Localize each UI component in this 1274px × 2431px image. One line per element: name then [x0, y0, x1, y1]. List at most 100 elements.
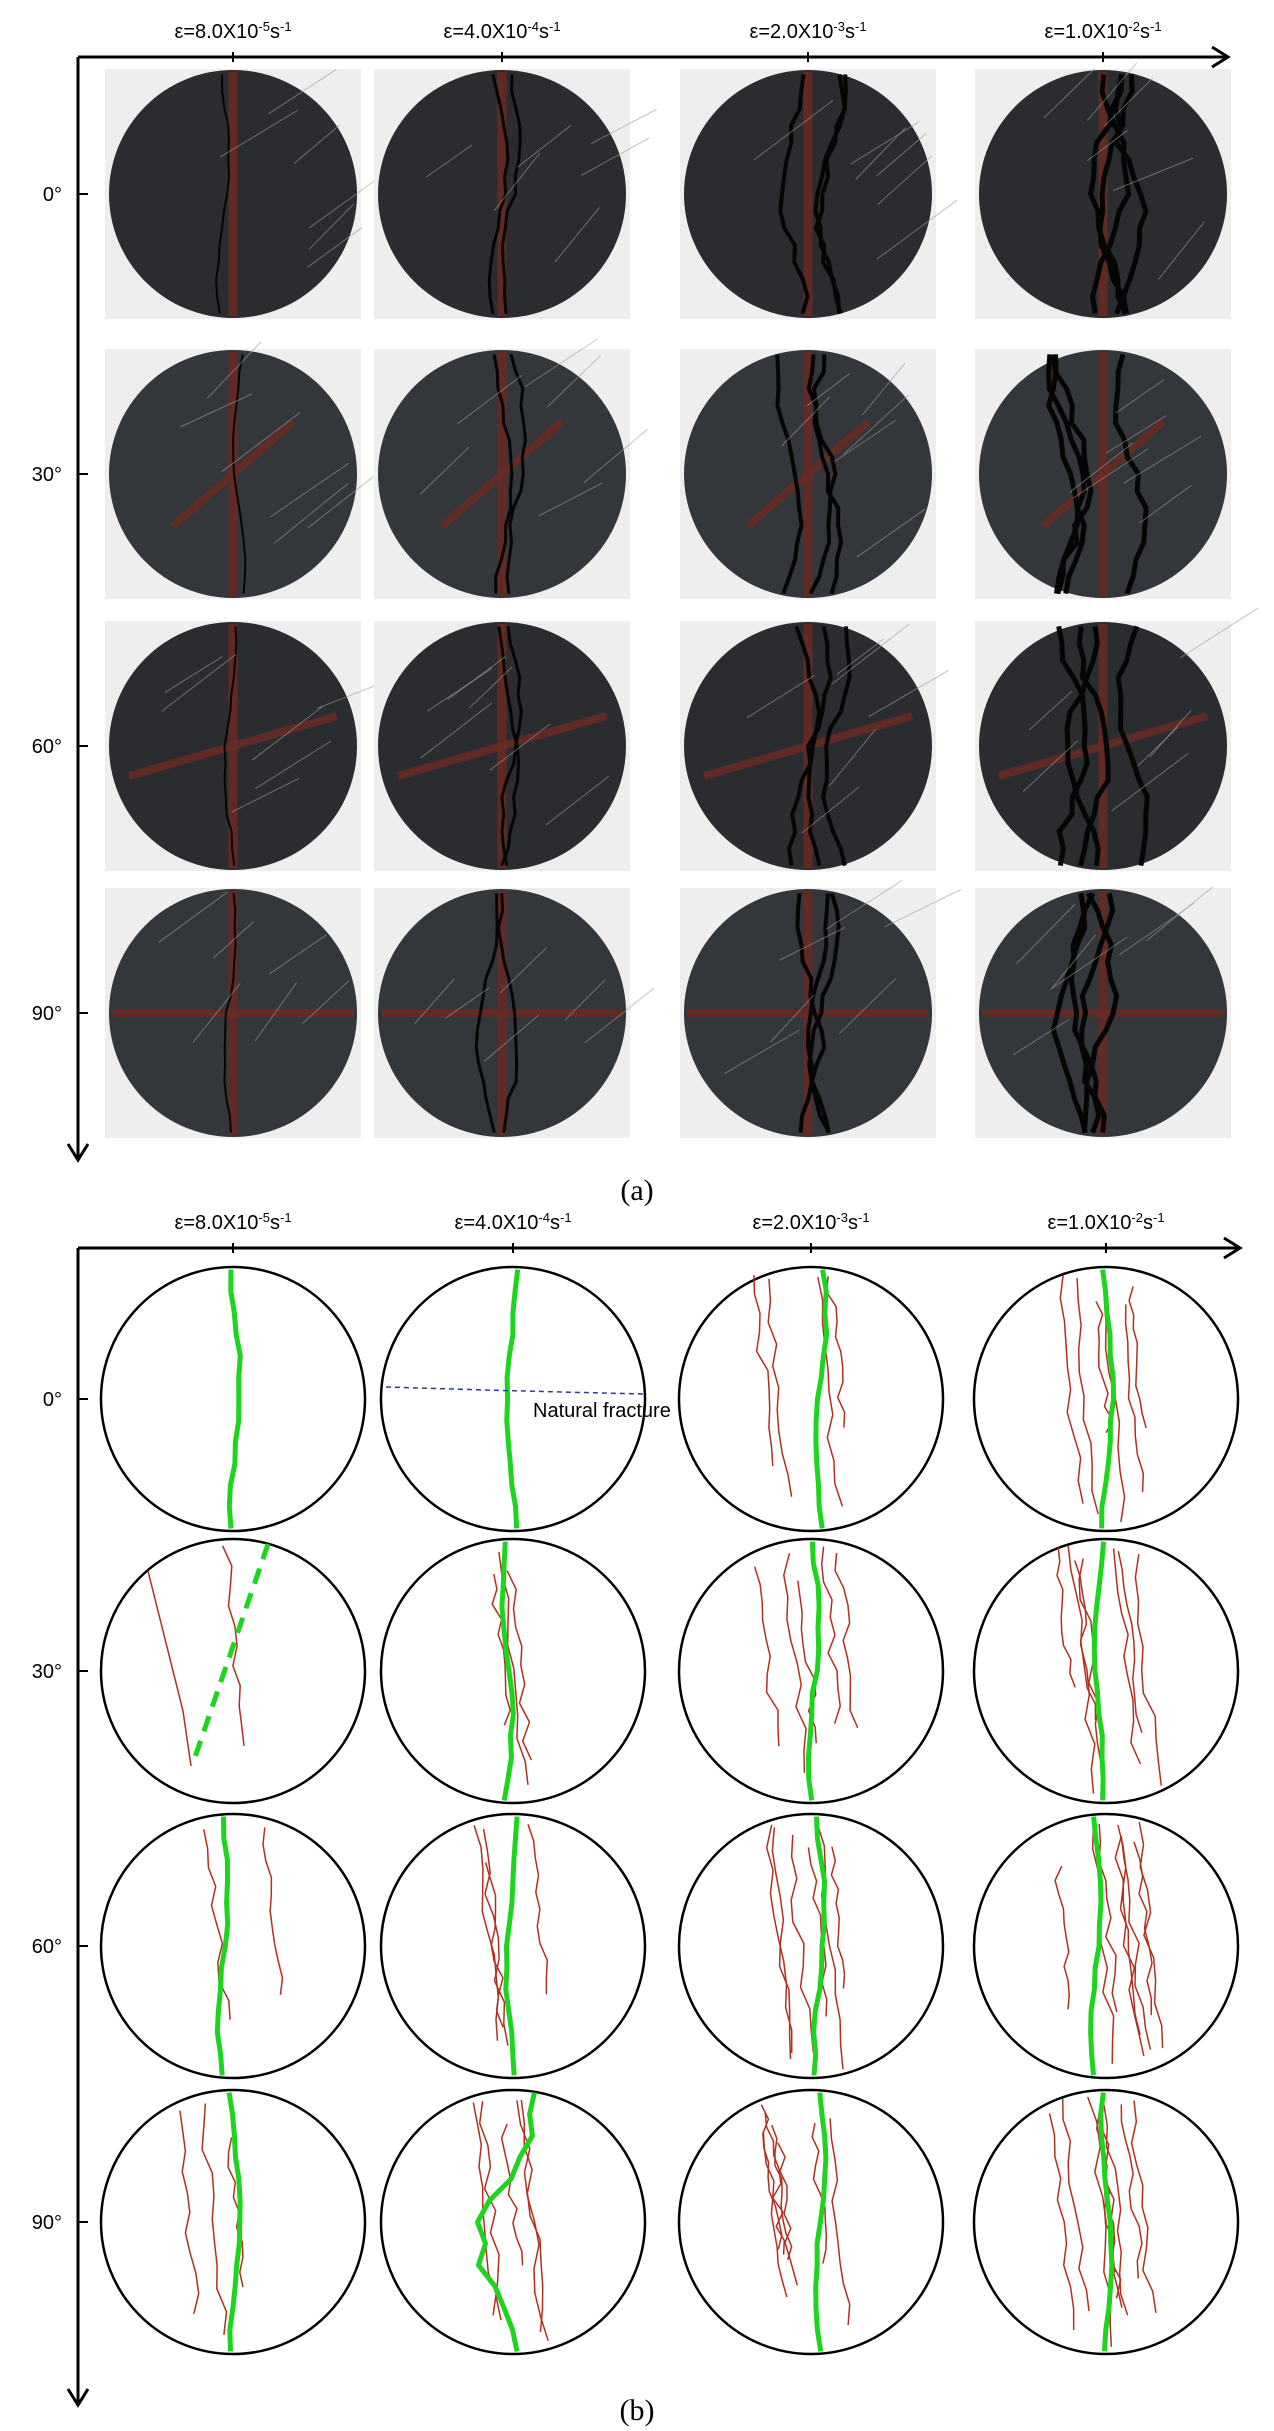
scratch	[545, 775, 610, 826]
secondary-crack	[783, 1553, 807, 1773]
scratch	[499, 947, 547, 994]
scratch	[1111, 752, 1189, 812]
header-unit: s	[550, 1212, 560, 1234]
secondary-crack	[1095, 1301, 1114, 1434]
scratch	[1043, 68, 1095, 119]
header-base: ε=8.0X10	[174, 1212, 258, 1234]
scratch	[427, 667, 493, 712]
header-exponent: -2	[1128, 19, 1140, 34]
scratch	[1139, 484, 1192, 524]
specimen-outline	[99, 1812, 367, 2080]
scratch	[221, 412, 301, 473]
row-label: 90°	[32, 2212, 62, 2234]
crack	[1056, 625, 1090, 867]
scratch	[746, 674, 815, 719]
header-exponent: -4	[527, 19, 539, 34]
secondary-crack	[1054, 1865, 1070, 2010]
header-base: ε=8.0X10	[174, 21, 258, 43]
column-header: ε=8.0X10-5s-1	[174, 1210, 291, 1235]
main-crack	[226, 2092, 243, 2352]
scratch	[779, 926, 846, 961]
scratch	[1051, 936, 1128, 989]
column-header: ε=4.0X10-4s-1	[443, 19, 560, 44]
header-exponent: -1	[855, 19, 867, 34]
crack	[232, 354, 247, 594]
scratch	[868, 669, 949, 717]
crack	[1089, 74, 1132, 314]
secondary-crack	[815, 1820, 844, 2070]
panel-label: (a)	[620, 1174, 653, 1207]
scratch	[419, 446, 470, 495]
main-crack	[1091, 1541, 1107, 1801]
scratch	[252, 706, 323, 761]
header-exponent: -1	[280, 1210, 292, 1225]
header-base: ε=1.0X10	[1047, 1212, 1131, 1234]
marker-line	[127, 712, 339, 780]
row-label: 0°	[43, 184, 62, 206]
scratch	[307, 476, 374, 529]
crack	[795, 893, 827, 1133]
secondary-crack	[1076, 1278, 1099, 1515]
secondary-crack	[262, 1827, 284, 1995]
scratch	[293, 124, 341, 165]
secondary-crack	[201, 2103, 228, 2335]
scratch	[826, 880, 903, 930]
secondary-crack	[825, 1276, 846, 1428]
scratch	[1123, 435, 1202, 484]
column-header: ε=1.0X10-2s-1	[1044, 19, 1161, 44]
crack	[1076, 626, 1111, 867]
scratch	[1105, 415, 1167, 454]
scratch	[524, 338, 598, 388]
scratch	[546, 355, 601, 408]
scratch	[753, 99, 834, 161]
scratch	[1137, 726, 1179, 767]
scratch	[565, 979, 606, 1021]
scratch	[836, 638, 885, 675]
scratch	[1115, 379, 1165, 414]
secondary-crack	[753, 1275, 774, 1466]
secondary-crack	[753, 1566, 780, 1747]
secondary-crack	[520, 2099, 544, 2333]
scratch	[584, 987, 655, 1044]
crack	[215, 74, 231, 314]
secondary-crack	[498, 1551, 529, 1785]
header-base: ε=4.0X10	[454, 1212, 538, 1234]
row-label: 90°	[32, 1003, 62, 1025]
main-crack	[504, 1269, 521, 1529]
specimen-outline	[379, 1812, 647, 2080]
scratch	[850, 121, 920, 165]
specimen-outline	[99, 2088, 367, 2356]
secondary-crack	[834, 1553, 859, 1729]
specimen-outline	[972, 1537, 1240, 1805]
scratch	[414, 978, 456, 1025]
header-base: ε=2.0X10	[749, 21, 833, 43]
scratch	[1104, 77, 1154, 127]
column-header: ε=1.0X10-2s-1	[1047, 1210, 1164, 1235]
scratch	[1179, 607, 1259, 659]
crack	[775, 354, 804, 595]
secondary-crack	[1120, 2104, 1143, 2279]
scratch	[1016, 903, 1076, 965]
scratch	[180, 393, 253, 428]
scratch	[493, 152, 541, 212]
scratch	[255, 740, 332, 789]
secondary-crack	[777, 2142, 799, 2286]
scratch	[580, 137, 650, 176]
scratch	[806, 373, 850, 407]
marker-line	[997, 712, 1209, 780]
secondary-crack	[1061, 2098, 1090, 2312]
specimen-outline	[677, 1812, 945, 2080]
header-base: ε=2.0X10	[752, 1212, 836, 1234]
secondary-crack	[1059, 1275, 1084, 1504]
scratch	[1028, 690, 1073, 731]
scratch	[583, 428, 648, 483]
panel-label: (b)	[620, 2394, 655, 2427]
secondary-crack	[1056, 1547, 1076, 1688]
main-crack	[813, 2092, 829, 2352]
secondary-crack	[506, 1570, 533, 1761]
scratch	[828, 728, 877, 787]
annotation: Natural fracture	[533, 1400, 671, 1422]
crack	[1082, 892, 1120, 1133]
row-label: 60°	[32, 736, 62, 758]
secondary-crack	[762, 2131, 788, 2298]
